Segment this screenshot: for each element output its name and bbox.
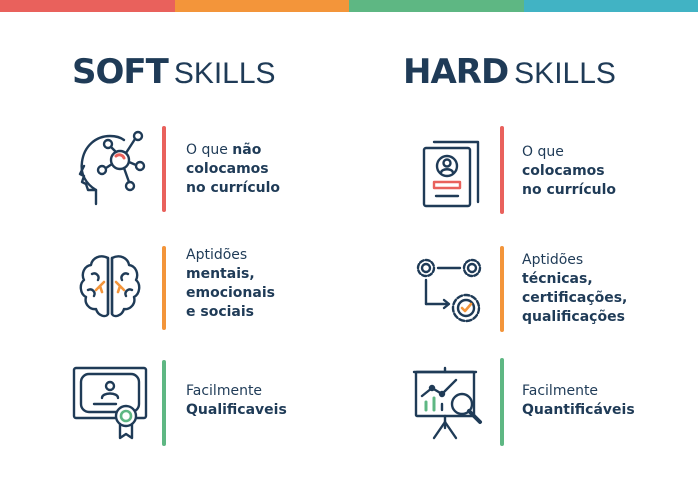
brain-icon (78, 252, 142, 322)
soft-item-2-text: Aptidões mentais, emocionais e sociais (186, 246, 275, 322)
hard-divider-red (500, 126, 504, 214)
soft-item-2-line-4: e sociais (186, 304, 254, 320)
soft-divider-orange (162, 246, 166, 330)
stripe-teal (523, 0, 698, 12)
top-color-stripe (0, 0, 698, 12)
hard-item-2-line-4: qualificações (522, 309, 625, 325)
chart-magnifier-icon (412, 366, 488, 440)
stripe-red (0, 0, 175, 12)
hard-item-1-text: O que colocamos no currículo (522, 143, 616, 200)
hard-item-3-text: Facilmente Quantificáveis (522, 382, 635, 420)
soft-item-1-line-3: no currículo (186, 180, 281, 196)
soft-item-1-line-1-bold: não (232, 142, 262, 158)
hard-title-light: SKILLS (514, 57, 616, 90)
hard-item-1-line-3: no currículo (522, 182, 617, 198)
stripe-orange (174, 0, 349, 12)
hard-item-1-line-2: colocamos (522, 163, 605, 179)
head-network-icon (76, 128, 148, 208)
soft-divider-green (162, 360, 166, 446)
hard-item-1-line-1: O que (522, 144, 564, 160)
soft-item-2-line-1: Aptidões (186, 247, 248, 263)
stripe-green (349, 0, 524, 12)
soft-item-1-line-1-pre: O que (186, 142, 233, 158)
soft-item-2-line-2: mentais, (186, 266, 255, 282)
hard-item-2-line-1: Aptidões (522, 252, 584, 268)
hard-title-bold: HARD (403, 52, 509, 92)
certificate-icon (72, 364, 148, 440)
soft-item-3-line-2: Qualificaveis (186, 402, 287, 418)
hard-divider-orange (500, 246, 504, 332)
gears-process-icon (414, 256, 486, 328)
hard-item-2-line-2: técnicas, (522, 271, 593, 287)
soft-title-bold: SOFT (72, 52, 169, 92)
soft-item-3-text: Facilmente Qualificaveis (186, 382, 287, 420)
hard-item-2-line-3: certificações, (522, 290, 628, 306)
soft-title-light: SKILLS (173, 57, 276, 90)
soft-divider-red (162, 126, 166, 212)
hard-item-3-line-1: Facilmente (522, 383, 599, 399)
hard-divider-green (500, 358, 504, 446)
soft-skills-title: SOFT SKILLS (72, 52, 276, 92)
soft-item-1-text: O que não colocamos no currículo (186, 141, 280, 198)
hard-item-2-text: Aptidões técnicas, certificações, qualif… (522, 251, 627, 327)
resume-icon (420, 136, 486, 210)
soft-item-3-line-1: Facilmente (186, 383, 263, 399)
hard-item-3-line-2: Quantificáveis (522, 402, 635, 418)
soft-item-2-line-3: emocionais (186, 285, 275, 301)
hard-skills-title: HARD SKILLS (403, 52, 616, 92)
soft-item-1-line-2: colocamos (186, 161, 269, 177)
